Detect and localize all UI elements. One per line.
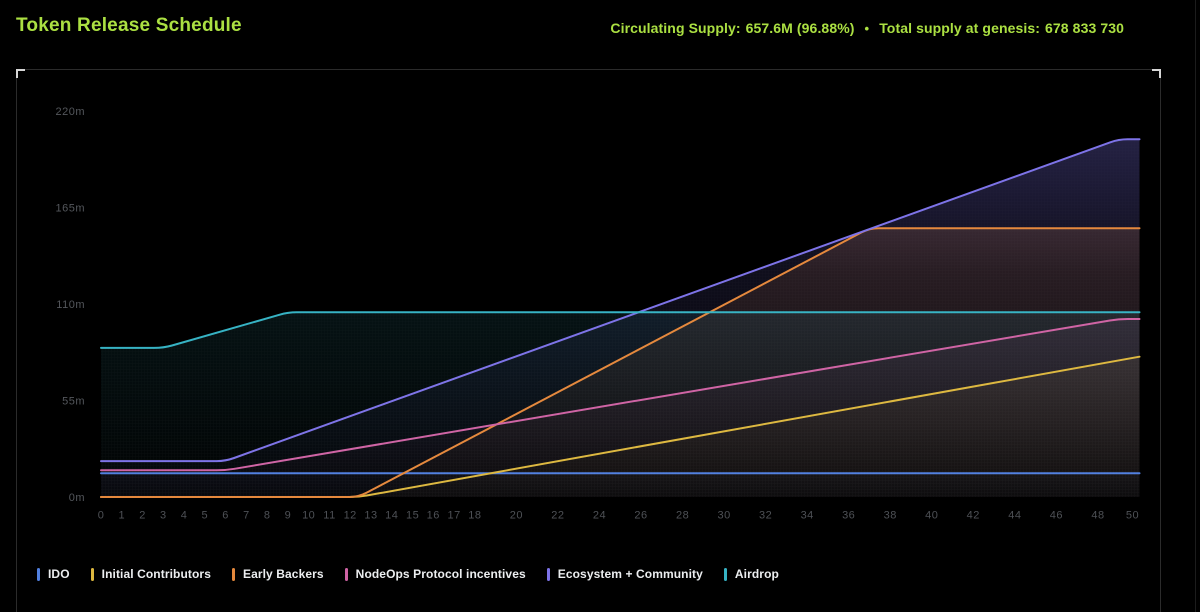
svg-text:32: 32 [759, 510, 772, 522]
page-right-edge-line [1195, 0, 1196, 612]
svg-text:14: 14 [385, 510, 398, 522]
svg-text:220m: 220m [55, 106, 85, 118]
svg-text:18: 18 [468, 510, 481, 522]
svg-text:13: 13 [364, 510, 377, 522]
legend-item-nodeops-protocol-incentives[interactable]: NodeOps Protocol incentives [344, 567, 526, 581]
legend-label: Initial Contributors [101, 567, 211, 581]
stats-separator: • [864, 21, 870, 36]
legend-marker [90, 567, 94, 581]
legend-item-airdrop[interactable]: Airdrop [723, 567, 779, 581]
page-title: Token Release Schedule [16, 15, 242, 36]
legend-marker [344, 567, 348, 581]
fill-texture [101, 139, 1140, 498]
svg-text:48: 48 [1091, 510, 1104, 522]
x-axis-labels: 0 1 2 3 4 5 6 7 8 9 10 11 12 13 14 15 16 17 18 20 22 24 26 28 30… [98, 510, 1139, 522]
svg-text:10: 10 [302, 510, 315, 522]
legend-item-ido[interactable]: IDO [37, 567, 70, 581]
svg-text:40: 40 [925, 510, 938, 522]
svg-text:36: 36 [842, 510, 855, 522]
svg-text:3: 3 [160, 510, 167, 522]
circulating-supply-label: Circulating Supply: [610, 20, 741, 36]
panel-corner-accent-top-right [1152, 69, 1161, 78]
supply-stats: Circulating Supply: 657.6M (96.88%) • Total… [610, 20, 1124, 36]
legend-marker [37, 567, 40, 581]
legend-label: Airdrop [734, 567, 779, 581]
legend-marker [546, 567, 550, 581]
legend-label: IDO [48, 567, 70, 581]
svg-text:16: 16 [427, 510, 440, 522]
total-supply-label: Total supply at genesis: [879, 20, 1041, 36]
svg-text:38: 38 [884, 510, 897, 522]
svg-text:5: 5 [201, 510, 208, 522]
legend-label: Ecosystem + Community [557, 567, 703, 581]
legend-marker [723, 567, 727, 581]
svg-text:6: 6 [222, 510, 229, 522]
y-axis-labels: 0m 55m 110m 165m 220m [55, 106, 85, 504]
svg-text:12: 12 [344, 510, 357, 522]
svg-text:0m: 0m [69, 492, 85, 504]
svg-text:22: 22 [551, 510, 564, 522]
legend-item-early-backers[interactable]: Early Backers [231, 567, 324, 581]
total-supply-value: 678 833 730 [1045, 20, 1124, 36]
svg-text:44: 44 [1008, 510, 1021, 522]
svg-text:165m: 165m [55, 203, 85, 215]
svg-text:2: 2 [139, 510, 146, 522]
svg-text:26: 26 [634, 510, 647, 522]
svg-text:55m: 55m [62, 396, 85, 408]
svg-text:34: 34 [801, 510, 814, 522]
svg-text:30: 30 [717, 510, 730, 522]
svg-text:11: 11 [323, 510, 335, 522]
legend-item-ecosystem-community[interactable]: Ecosystem + Community [546, 567, 703, 581]
svg-text:17: 17 [447, 510, 460, 522]
svg-text:1: 1 [118, 510, 125, 522]
svg-text:8: 8 [264, 510, 271, 522]
svg-text:110m: 110m [56, 299, 85, 311]
chart-legend: IDO Initial Contributors Early Backers Node… [37, 567, 779, 581]
svg-text:42: 42 [967, 510, 980, 522]
svg-text:46: 46 [1050, 510, 1063, 522]
svg-text:50: 50 [1126, 510, 1139, 522]
legend-marker [231, 567, 235, 581]
svg-text:0: 0 [98, 510, 105, 522]
legend-item-initial-contributors[interactable]: Initial Contributors [90, 567, 211, 581]
page-header: Token Release Schedule Circulating Suppl… [0, 0, 1200, 56]
svg-text:4: 4 [181, 510, 188, 522]
panel-corner-accent-top-left [16, 69, 25, 78]
svg-text:7: 7 [243, 510, 250, 522]
legend-label: Early Backers [242, 567, 324, 581]
legend-label: NodeOps Protocol incentives [355, 567, 526, 581]
svg-text:28: 28 [676, 510, 689, 522]
svg-text:9: 9 [285, 510, 292, 522]
circulating-supply-value: 657.6M (96.88%) [745, 20, 855, 36]
svg-text:15: 15 [406, 510, 419, 522]
svg-text:20: 20 [510, 510, 523, 522]
svg-text:24: 24 [593, 510, 606, 522]
